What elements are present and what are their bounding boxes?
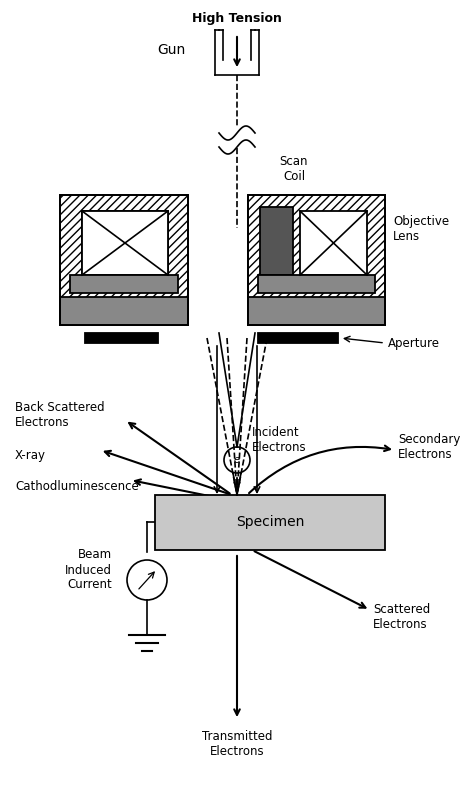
Bar	[258, 333, 338, 343]
Bar	[258, 275, 375, 293]
Text: Back Scattered
Electrons: Back Scattered Electrons	[15, 401, 105, 429]
Text: Specimen: Specimen	[236, 515, 304, 529]
Bar	[70, 275, 178, 293]
Bar	[260, 207, 293, 275]
Text: Beam
Induced
Current: Beam Induced Current	[65, 549, 112, 591]
Bar	[60, 297, 188, 325]
Bar	[300, 211, 367, 275]
Text: Aperture: Aperture	[388, 336, 440, 349]
Text: Gun: Gun	[157, 43, 185, 57]
Bar	[155, 495, 385, 550]
Bar	[60, 195, 188, 325]
Bar	[60, 297, 188, 325]
Bar	[85, 333, 158, 343]
Text: Scattered
Electrons: Scattered Electrons	[373, 603, 430, 631]
Bar	[82, 211, 168, 275]
Text: Cathodluminescence: Cathodluminescence	[15, 481, 139, 493]
Text: Transmitted
Electrons: Transmitted Electrons	[202, 730, 272, 758]
Bar	[248, 297, 385, 325]
Bar	[248, 195, 385, 325]
Bar	[82, 211, 168, 275]
Text: Scan
Coil: Scan Coil	[280, 155, 308, 183]
Text: X-ray: X-ray	[15, 449, 46, 461]
Text: Secondary
Electrons: Secondary Electrons	[398, 433, 460, 461]
Text: Incident
Electrons: Incident Electrons	[252, 426, 307, 454]
Text: High Tension: High Tension	[192, 12, 282, 25]
Bar	[248, 195, 385, 325]
Bar	[70, 275, 178, 293]
Text: e: e	[234, 455, 240, 465]
Bar	[258, 275, 375, 293]
Text: Objective
Lens: Objective Lens	[393, 215, 449, 243]
Bar	[60, 195, 188, 325]
Bar	[248, 297, 385, 325]
